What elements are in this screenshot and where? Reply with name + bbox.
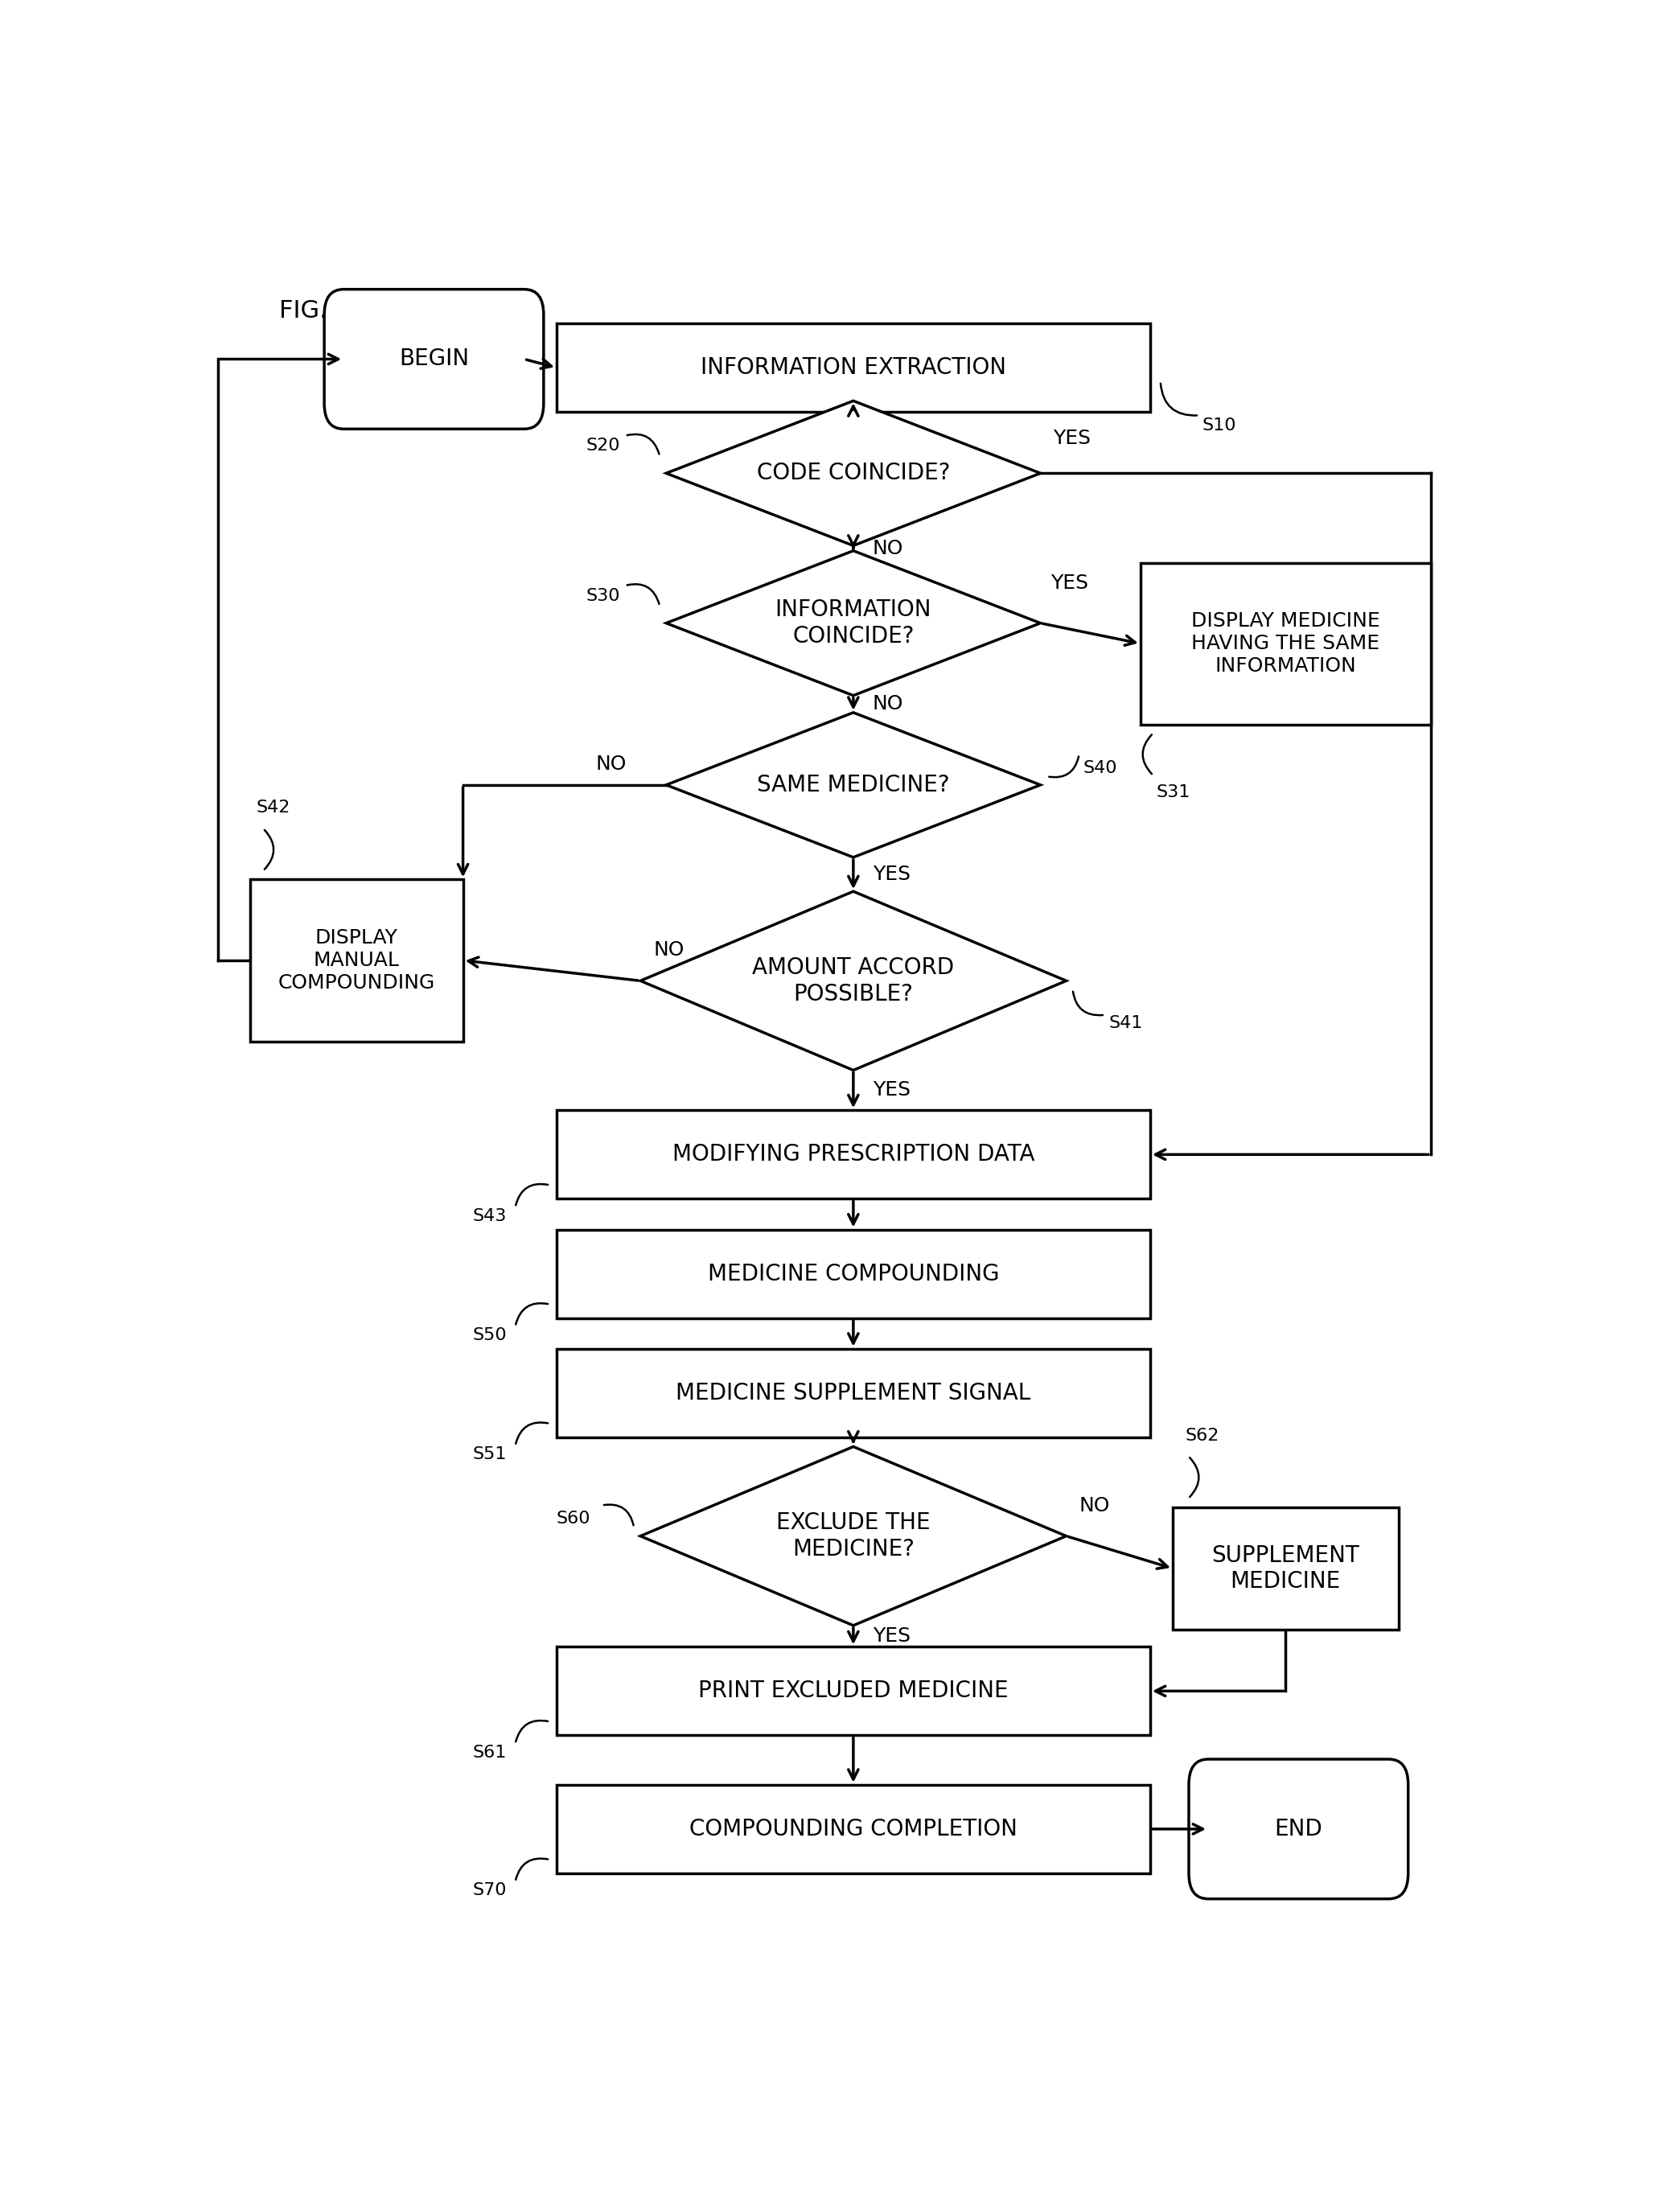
Text: S51: S51 (473, 1447, 506, 1462)
Text: SAME MEDICINE?: SAME MEDICINE? (758, 774, 949, 796)
Text: S50: S50 (473, 1327, 506, 1343)
Text: S60: S60 (556, 1511, 591, 1526)
Text: NO: NO (596, 754, 626, 774)
Bar (250, 880, 463, 1042)
FancyBboxPatch shape (1189, 1759, 1409, 1898)
Text: DISPLAY MEDICINE
HAVING THE SAME
INFORMATION: DISPLAY MEDICINE HAVING THE SAME INFORMA… (1190, 611, 1380, 675)
Text: S30: S30 (586, 588, 621, 604)
Text: YES: YES (872, 865, 911, 885)
Text: S70: S70 (473, 1882, 506, 1898)
Text: MEDICINE COMPOUNDING: MEDICINE COMPOUNDING (708, 1263, 999, 1285)
Text: EXCLUDE THE
MEDICINE?: EXCLUDE THE MEDICINE? (776, 1511, 931, 1559)
Text: S20: S20 (586, 438, 621, 453)
Polygon shape (641, 1447, 1066, 1626)
Bar (556, 1110, 1151, 1199)
Bar (556, 1230, 1151, 1318)
Text: NO: NO (872, 538, 904, 557)
Polygon shape (641, 891, 1066, 1071)
Text: INFORMATION EXTRACTION: INFORMATION EXTRACTION (701, 356, 1006, 378)
Text: YES: YES (1051, 573, 1089, 593)
Text: S10: S10 (1202, 418, 1235, 434)
Bar (556, 1646, 1151, 1736)
Text: BEGIN: BEGIN (400, 347, 470, 369)
Text: NO: NO (1079, 1495, 1111, 1515)
Polygon shape (666, 400, 1041, 546)
Bar (1172, 1506, 1399, 1630)
Text: DISPLAY
MANUAL
COMPOUNDING: DISPLAY MANUAL COMPOUNDING (278, 929, 435, 993)
FancyBboxPatch shape (325, 290, 543, 429)
Text: YES: YES (872, 1626, 911, 1646)
Text: INFORMATION
COINCIDE?: INFORMATION COINCIDE? (776, 599, 931, 648)
Text: PRINT EXCLUDED MEDICINE: PRINT EXCLUDED MEDICINE (698, 1679, 1009, 1703)
Text: NO: NO (872, 695, 904, 714)
Text: YES: YES (872, 1082, 911, 1099)
Bar (556, 323, 1151, 411)
Bar (556, 1785, 1151, 1874)
Text: S42: S42 (256, 801, 291, 816)
Polygon shape (666, 551, 1041, 695)
Text: S43: S43 (473, 1208, 506, 1223)
Text: FIG. 2: FIG. 2 (280, 299, 351, 323)
Text: S41: S41 (1109, 1015, 1142, 1031)
Bar (1141, 562, 1430, 726)
Text: MEDICINE SUPPLEMENT SIGNAL: MEDICINE SUPPLEMENT SIGNAL (676, 1382, 1031, 1405)
Text: MODIFYING PRESCRIPTION DATA: MODIFYING PRESCRIPTION DATA (673, 1144, 1034, 1166)
Polygon shape (666, 712, 1041, 858)
Text: S62: S62 (1185, 1427, 1220, 1444)
Text: S61: S61 (473, 1745, 506, 1761)
Text: END: END (1274, 1818, 1322, 1840)
Text: AMOUNT ACCORD
POSSIBLE?: AMOUNT ACCORD POSSIBLE? (753, 956, 954, 1004)
Text: S40: S40 (1082, 761, 1117, 776)
Text: YES: YES (1054, 429, 1091, 447)
Text: CODE COINCIDE?: CODE COINCIDE? (756, 462, 951, 484)
Text: NO: NO (653, 940, 684, 960)
Text: S31: S31 (1156, 785, 1190, 801)
Text: SUPPLEMENT
MEDICINE: SUPPLEMENT MEDICINE (1212, 1544, 1360, 1593)
Text: COMPOUNDING COMPLETION: COMPOUNDING COMPLETION (689, 1818, 1017, 1840)
Bar (556, 1349, 1151, 1438)
